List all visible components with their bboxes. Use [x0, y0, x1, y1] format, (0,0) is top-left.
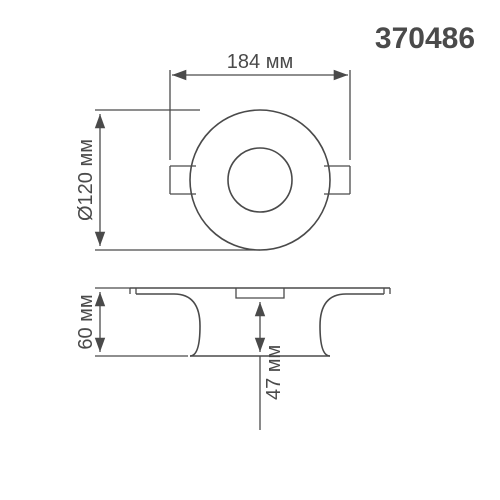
diameter-dim-label: Ø120 мм — [75, 139, 97, 221]
top-view — [95, 70, 350, 250]
depth-dim-label: 47 мм — [263, 345, 285, 400]
product-code: 370486 — [375, 22, 475, 55]
width-dim-label: 184 мм — [227, 51, 293, 73]
height-dim-label: 60 мм — [75, 294, 97, 349]
technical-drawing: 370486 184 мм Ø120 мм — [0, 0, 500, 500]
side-view — [95, 288, 390, 430]
